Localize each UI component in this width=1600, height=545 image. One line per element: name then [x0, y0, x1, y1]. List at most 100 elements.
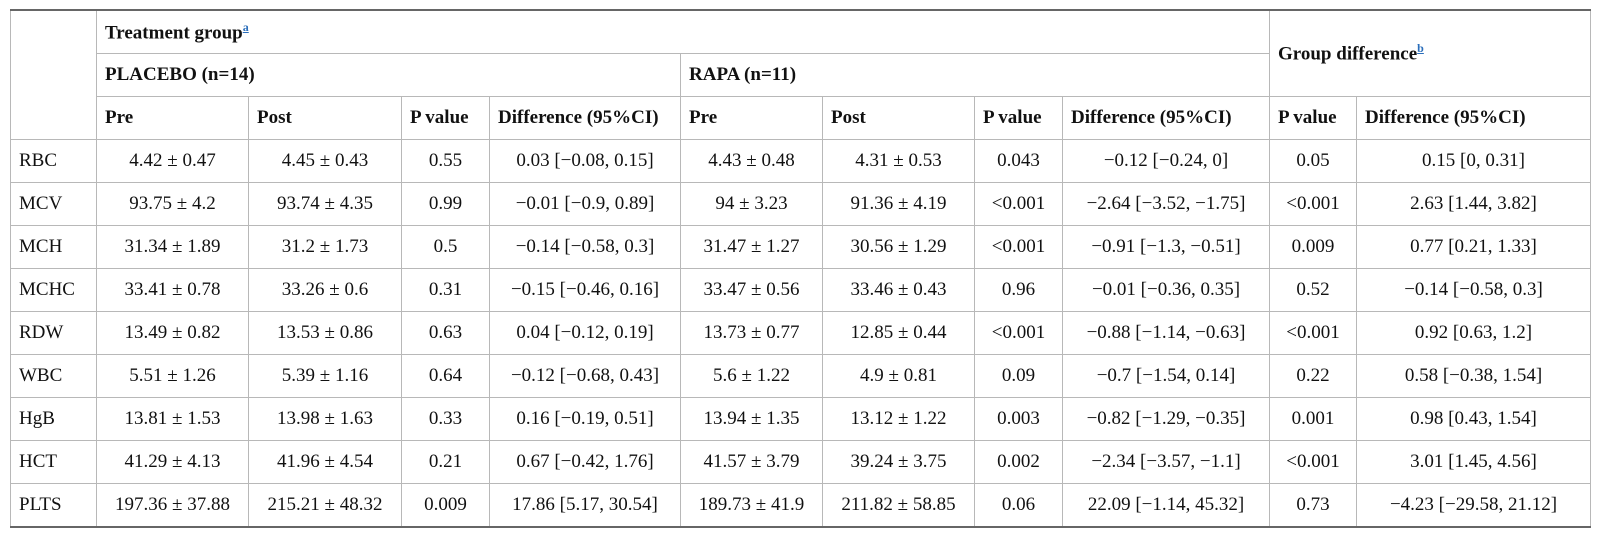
table-cell: 0.92 [0.63, 1.2]	[1356, 311, 1591, 355]
column-header: Pre	[96, 96, 249, 140]
table-cell: 30.56 ± 1.29	[822, 225, 975, 269]
table-cell: 0.64	[401, 354, 490, 398]
table-cell: 0.001	[1269, 397, 1357, 441]
table-cell: 0.67 [−0.42, 1.76]	[489, 440, 681, 484]
table-cell: 5.6 ± 1.22	[680, 354, 823, 398]
column-header: Post	[248, 96, 402, 140]
stub-header	[10, 9, 97, 140]
table-cell: 0.77 [0.21, 1.33]	[1356, 225, 1591, 269]
table-cell: <0.001	[974, 182, 1063, 226]
table-cell: −0.14 [−0.58, 0.3]	[489, 225, 681, 269]
footnote-a-link[interactable]: a	[242, 19, 249, 34]
header-row-3: Pre Post P value Difference (95%CI) Pre …	[11, 96, 1591, 140]
table-cell: 4.42 ± 0.47	[96, 139, 249, 183]
table-cell: 4.31 ± 0.53	[822, 139, 975, 183]
table-cell: 4.9 ± 0.81	[822, 354, 975, 398]
table-cell: <0.001	[1269, 182, 1357, 226]
row-label: MCHC	[10, 268, 97, 312]
table-row: MCHC 33.41 ± 0.78 33.26 ± 0.6 0.31 −0.15 [−0…	[10, 268, 1591, 312]
table-cell: 0.98 [0.43, 1.54]	[1356, 397, 1591, 441]
table-cell: 22.09 [−1.14, 45.32]	[1062, 483, 1270, 528]
table-cell: −0.12 [−0.68, 0.43]	[489, 354, 681, 398]
table-cell: −2.34 [−3.57, −1.1]	[1062, 440, 1270, 484]
row-label: HgB	[10, 397, 97, 441]
table-cell: 0.99	[401, 182, 490, 226]
table-cell: 91.36 ± 4.19	[822, 182, 975, 226]
table-cell: 13.81 ± 1.53	[96, 397, 249, 441]
table-cell: <0.001	[1269, 440, 1357, 484]
column-header: P value	[401, 96, 490, 140]
table-cell: 0.55	[401, 139, 490, 183]
table-cell: 13.98 ± 1.63	[248, 397, 402, 441]
table-cell: −0.01 [−0.36, 0.35]	[1062, 268, 1270, 312]
table-cell: 93.74 ± 4.35	[248, 182, 402, 226]
column-header: Pre	[680, 96, 823, 140]
table-cell: 0.63	[401, 311, 490, 355]
table-cell: −0.15 [−0.46, 0.16]	[489, 268, 681, 312]
table-cell: 41.57 ± 3.79	[680, 440, 823, 484]
column-header: Difference (95%CI)	[1062, 96, 1270, 140]
table-cell: 0.009	[401, 483, 490, 528]
header-row-2: PLACEBO (n=14) RAPA (n=11)	[11, 53, 1591, 97]
table-cell: <0.001	[974, 311, 1063, 355]
table-row: HgB 13.81 ± 1.53 13.98 ± 1.63 0.33 0.16 [−0.…	[10, 397, 1591, 441]
group-difference-header: Group differenceb	[1269, 9, 1591, 97]
footnote-b-link[interactable]: b	[1417, 41, 1424, 56]
table-cell: 0.31	[401, 268, 490, 312]
table-cell: 93.75 ± 4.2	[96, 182, 249, 226]
table-row: MCH 31.34 ± 1.89 31.2 ± 1.73 0.5 −0.14 [−0.5…	[10, 225, 1591, 269]
table-cell: 13.49 ± 0.82	[96, 311, 249, 355]
table-cell: <0.001	[974, 225, 1063, 269]
table-cell: 33.46 ± 0.43	[822, 268, 975, 312]
table-cell: 197.36 ± 37.88	[96, 483, 249, 528]
column-header: Post	[822, 96, 975, 140]
table-cell: 13.12 ± 1.22	[822, 397, 975, 441]
table-cell: 211.82 ± 58.85	[822, 483, 975, 528]
table-cell: −0.91 [−1.3, −0.51]	[1062, 225, 1270, 269]
table-cell: 189.73 ± 41.9	[680, 483, 823, 528]
table-cell: 13.94 ± 1.35	[680, 397, 823, 441]
table-cell: 0.003	[974, 397, 1063, 441]
table-cell: −0.88 [−1.14, −0.63]	[1062, 311, 1270, 355]
row-label: PLTS	[10, 483, 97, 528]
column-header: Difference (95%CI)	[489, 96, 681, 140]
table-cell: 41.96 ± 4.54	[248, 440, 402, 484]
table-cell: 215.21 ± 48.32	[248, 483, 402, 528]
table-cell: 13.53 ± 0.86	[248, 311, 402, 355]
row-label: RBC	[10, 139, 97, 183]
table-row: RBC 4.42 ± 0.47 4.45 ± 0.43 0.55 0.03 [−0.08…	[10, 139, 1591, 183]
table-cell: 0.04 [−0.12, 0.19]	[489, 311, 681, 355]
table-row: PLTS 197.36 ± 37.88 215.21 ± 48.32 0.009 17.…	[10, 483, 1591, 528]
table-cell: 0.22	[1269, 354, 1357, 398]
treatment-group-header: Treatment groupa	[96, 9, 1270, 54]
table-cell: 0.96	[974, 268, 1063, 312]
table-row: HCT 41.29 ± 4.13 41.96 ± 4.54 0.21 0.67 [−0.…	[10, 440, 1591, 484]
table-cell: 2.63 [1.44, 3.82]	[1356, 182, 1591, 226]
table-cell: −0.01 [−0.9, 0.89]	[489, 182, 681, 226]
table-header: Treatment groupa Group differenceb PLACE…	[10, 9, 1591, 140]
table-cell: 33.41 ± 0.78	[96, 268, 249, 312]
table-cell: 0.15 [0, 0.31]	[1356, 139, 1591, 183]
column-header: P value	[974, 96, 1063, 140]
table-cell: 5.51 ± 1.26	[96, 354, 249, 398]
table-cell: 0.043	[974, 139, 1063, 183]
table-cell: 0.5	[401, 225, 490, 269]
table-cell: 12.85 ± 0.44	[822, 311, 975, 355]
table-cell: 0.58 [−0.38, 1.54]	[1356, 354, 1591, 398]
table-cell: 31.2 ± 1.73	[248, 225, 402, 269]
table-body: RBC 4.42 ± 0.47 4.45 ± 0.43 0.55 0.03 [−0.08…	[10, 139, 1591, 528]
table-cell: 0.21	[401, 440, 490, 484]
table-cell: 39.24 ± 3.75	[822, 440, 975, 484]
table-cell: 33.26 ± 0.6	[248, 268, 402, 312]
treatment-group-label: Treatment group	[105, 22, 243, 44]
table-cell: 33.47 ± 0.56	[680, 268, 823, 312]
table-cell: 0.002	[974, 440, 1063, 484]
table-row: RDW 13.49 ± 0.82 13.53 ± 0.86 0.63 0.04 [−0.…	[10, 311, 1591, 355]
rapa-header: RAPA (n=11)	[680, 53, 1270, 97]
table-cell: 4.45 ± 0.43	[248, 139, 402, 183]
results-table-container: Treatment groupa Group differenceb PLACE…	[10, 9, 1591, 528]
row-label: WBC	[10, 354, 97, 398]
row-label: MCV	[10, 182, 97, 226]
table-cell: 4.43 ± 0.48	[680, 139, 823, 183]
table-cell: 0.06	[974, 483, 1063, 528]
